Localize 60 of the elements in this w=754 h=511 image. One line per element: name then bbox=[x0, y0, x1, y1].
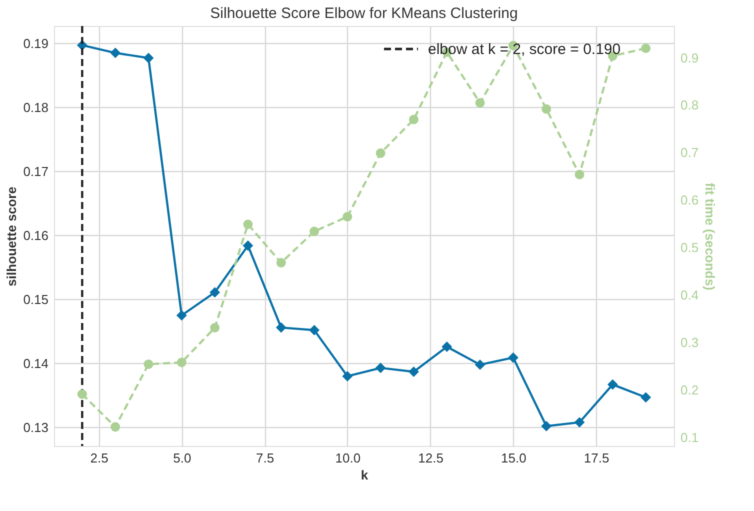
point bbox=[210, 322, 220, 332]
point bbox=[143, 52, 154, 64]
x-tick-label: 12.5 bbox=[418, 450, 444, 466]
point bbox=[176, 310, 187, 321]
y2-tick-label: 0.2 bbox=[680, 382, 699, 398]
y2-tick-label: 0.9 bbox=[680, 50, 699, 66]
x-tick-label: 5.0 bbox=[173, 450, 192, 466]
point bbox=[641, 44, 651, 54]
point bbox=[442, 342, 452, 352]
y-tick-label: 0.16 bbox=[23, 228, 48, 243]
y2-tick-label: 0.3 bbox=[680, 334, 699, 350]
point bbox=[408, 366, 419, 377]
point bbox=[342, 370, 353, 382]
point bbox=[375, 362, 386, 374]
y-tick-label: 0.19 bbox=[23, 36, 48, 51]
x-tick-label: 10.0 bbox=[335, 450, 361, 466]
point bbox=[475, 98, 485, 108]
point bbox=[508, 352, 518, 363]
y2-axis-title: fit time (seconds) bbox=[702, 182, 718, 290]
y2-tick-label: 0.7 bbox=[680, 145, 699, 160]
x-tick-label: 17.5 bbox=[584, 450, 610, 466]
y2-tick-label: 0.6 bbox=[680, 192, 699, 208]
x-tick-label: 7.5 bbox=[256, 450, 274, 466]
point bbox=[77, 389, 87, 399]
point bbox=[574, 417, 585, 428]
point bbox=[176, 358, 186, 368]
y2-tick-label: 0.4 bbox=[680, 287, 699, 302]
point bbox=[210, 287, 220, 298]
point bbox=[144, 360, 154, 369]
point bbox=[110, 422, 120, 432]
y-tick-label: 0.13 bbox=[23, 420, 48, 435]
point bbox=[110, 48, 121, 58]
y2-tick-label: 0.8 bbox=[680, 98, 699, 113]
x-tick-label: 15.0 bbox=[501, 450, 526, 466]
point bbox=[376, 148, 386, 158]
point bbox=[474, 359, 486, 370]
point bbox=[541, 420, 552, 432]
x-tick-label: 2.5 bbox=[90, 450, 108, 466]
y-tick-label: 0.18 bbox=[23, 100, 48, 115]
y-axis-title: silhouette score bbox=[4, 186, 20, 286]
y-tick-label: 0.15 bbox=[23, 292, 48, 307]
y-tick-label: 0.14 bbox=[23, 356, 48, 371]
point bbox=[542, 104, 552, 114]
chart-title: Silhouette Score Elbow for KMeans Clustering bbox=[210, 4, 518, 22]
point bbox=[408, 114, 418, 124]
y2-tick-label: 0.1 bbox=[680, 430, 699, 445]
point bbox=[276, 258, 286, 268]
y-tick-label: 0.17 bbox=[23, 164, 48, 179]
y2-tick-label: 0.5 bbox=[680, 240, 699, 256]
point bbox=[342, 212, 352, 222]
point bbox=[309, 324, 320, 336]
point bbox=[607, 379, 618, 390]
point bbox=[640, 392, 652, 403]
point bbox=[276, 322, 286, 333]
point bbox=[310, 226, 320, 236]
point bbox=[243, 220, 253, 230]
point bbox=[574, 170, 584, 180]
point bbox=[242, 240, 254, 251]
x-axis-title: k bbox=[360, 468, 369, 482]
ref-line-label: elbow at k = 2, score = 0.190 bbox=[428, 41, 621, 58]
